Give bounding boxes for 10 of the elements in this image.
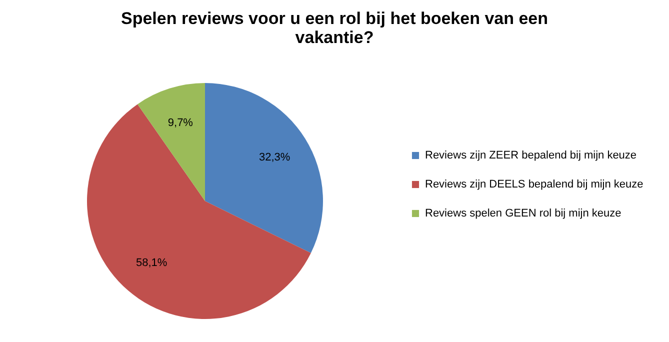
data-label: 32,3% [259, 152, 290, 164]
legend-label: Reviews zijn ZEER bepalend bij mijn keuze [425, 150, 637, 162]
legend-label: Reviews zijn DEELS bepalend bij mijn keuze [425, 178, 644, 190]
chart-title: Spelen reviews voor u een rol bij het boeken van een vakantie? [120, 9, 548, 47]
data-label: 9,7% [168, 116, 194, 129]
pie-slice [205, 83, 323, 254]
legend-label: Reviews spelen GEEN rol bij mijn keuze [425, 208, 622, 220]
pie-slice [87, 104, 311, 319]
pie-slice [138, 83, 205, 201]
data-label: 58,1% [136, 257, 168, 270]
